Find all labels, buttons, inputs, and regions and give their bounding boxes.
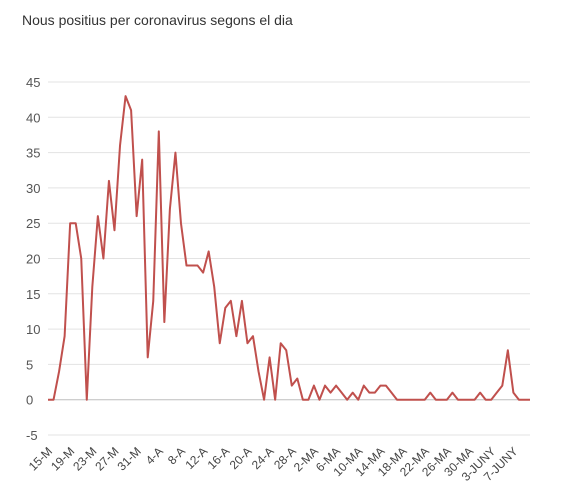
x-tick-label: 20-A [227,444,255,472]
y-tick-label: -5 [26,428,38,443]
x-tick-label: 27-M [92,444,121,473]
series-layer [48,95,530,401]
x-tick-label: 2-MA [291,444,321,474]
chart-title: Nous positius per coronavirus segons el … [22,12,293,28]
y-tick-label: 10 [26,322,40,337]
x-tick-label: 24-A [249,444,277,472]
x-tick-label: 15-M [26,444,55,473]
y-axis-ticks: 45 40 35 30 25 20 15 10 5 0 -5 [26,75,40,443]
y-tick-label: 15 [26,287,40,302]
y-tick-label: 5 [26,357,33,372]
x-tick-label: 16-A [205,444,233,472]
x-tick-label: 31-M [115,444,144,473]
y-tick-label: 30 [26,181,40,196]
series-line [48,95,530,401]
x-tick-label: 12-A [182,444,210,472]
y-tick-label: 0 [26,393,33,408]
y-tick-label: 40 [26,110,40,125]
x-tick-label: 19-M [48,444,77,473]
y-tick-label: 20 [26,252,40,267]
y-tick-label: 25 [26,216,40,231]
x-axis-ticks: 15-M19-M23-M27-M31-M 4-A 8-A12-A16-A20-A24… [26,444,521,484]
x-tick-label: 4-A [143,444,166,467]
y-tick-label: 35 [26,146,40,161]
y-tick-label: 45 [26,75,40,90]
x-tick-label: 23-M [70,444,99,473]
